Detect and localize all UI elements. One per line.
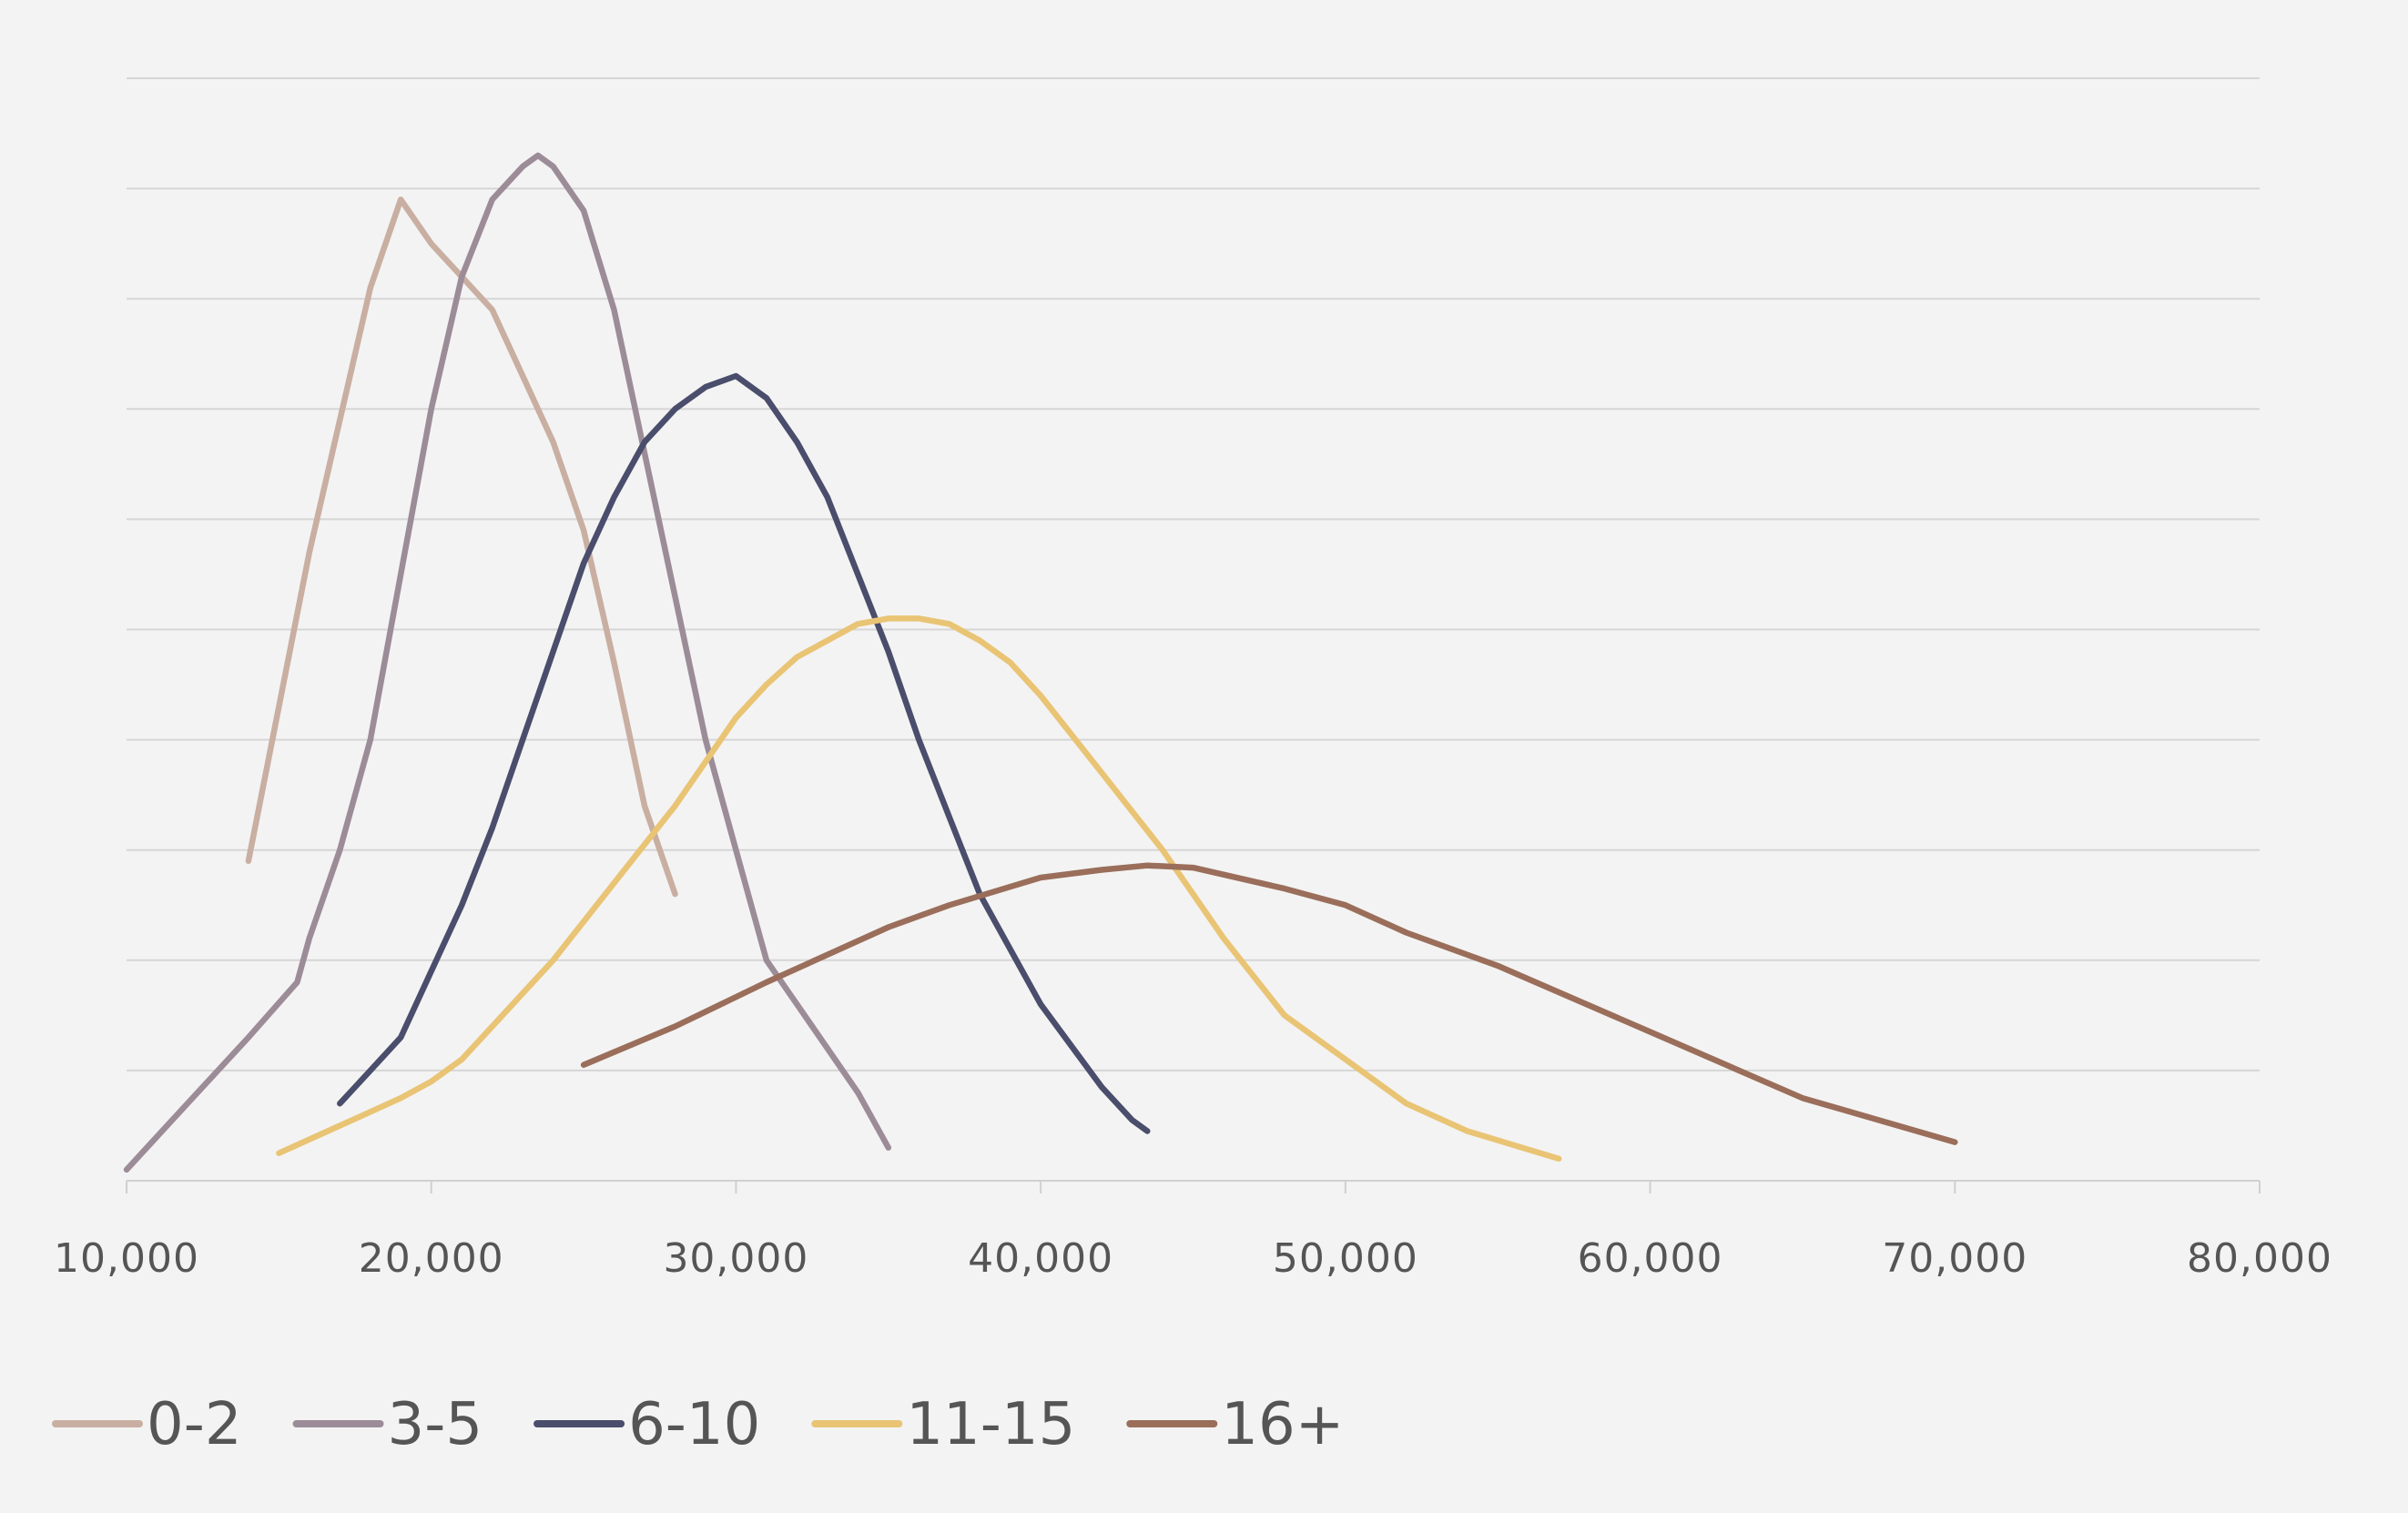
series-line-3-5 <box>123 152 892 1173</box>
series-lines <box>123 152 1958 1173</box>
series-line-6-10 <box>337 372 1151 1134</box>
x-tick-label: 20,000 <box>359 1235 504 1282</box>
x-tick-label: 80,000 <box>2187 1235 2332 1282</box>
legend: 0-2 3-5 6-10 11-15 16+ <box>52 1391 1344 1458</box>
legend-label: 11-15 <box>906 1391 1075 1458</box>
legend-label: 3-5 <box>388 1391 483 1458</box>
series-line-11-15 <box>276 615 1562 1163</box>
x-tick-label: 70,000 <box>1882 1235 2027 1282</box>
x-tick-label: 10,000 <box>54 1235 199 1282</box>
legend-label: 0-2 <box>147 1391 242 1458</box>
legend-label: 6-10 <box>628 1391 760 1458</box>
x-tick-label: 40,000 <box>968 1235 1113 1282</box>
series-line-16+ <box>580 862 1958 1145</box>
x-axis: 10,000 20,000 30,000 40,000 50,000 60,000 70,0… <box>54 1180 2332 1282</box>
x-tick-label: 60,000 <box>1578 1235 1723 1282</box>
x-tick-label: 30,000 <box>663 1235 808 1282</box>
legend-label: 16+ <box>1221 1391 1344 1458</box>
series-line-0-2 <box>245 196 678 898</box>
x-tick-label: 50,000 <box>1273 1235 1418 1282</box>
